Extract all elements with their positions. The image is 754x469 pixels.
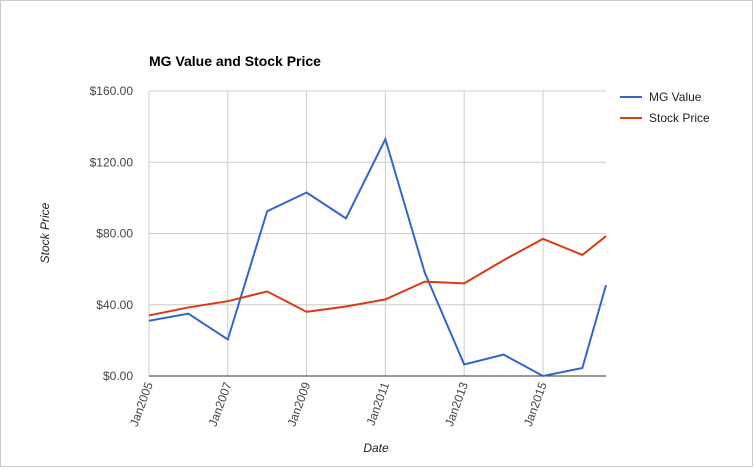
series-line xyxy=(148,136,607,378)
x-axis-label: Date xyxy=(363,441,389,455)
legend-label: MG Value xyxy=(649,90,702,104)
y-tick-label: $160.00 xyxy=(90,84,134,98)
legend-label: Stock Price xyxy=(649,111,710,125)
chart-title: MG Value and Stock Price xyxy=(149,53,321,69)
y-axis-label: Stock Price xyxy=(38,202,52,263)
y-tick-label: $120.00 xyxy=(90,155,134,169)
y-tick-label: $0.00 xyxy=(103,369,133,383)
y-tick-label: $40.00 xyxy=(96,298,133,312)
series-line xyxy=(148,235,607,317)
y-tick-label: $80.00 xyxy=(96,227,133,241)
